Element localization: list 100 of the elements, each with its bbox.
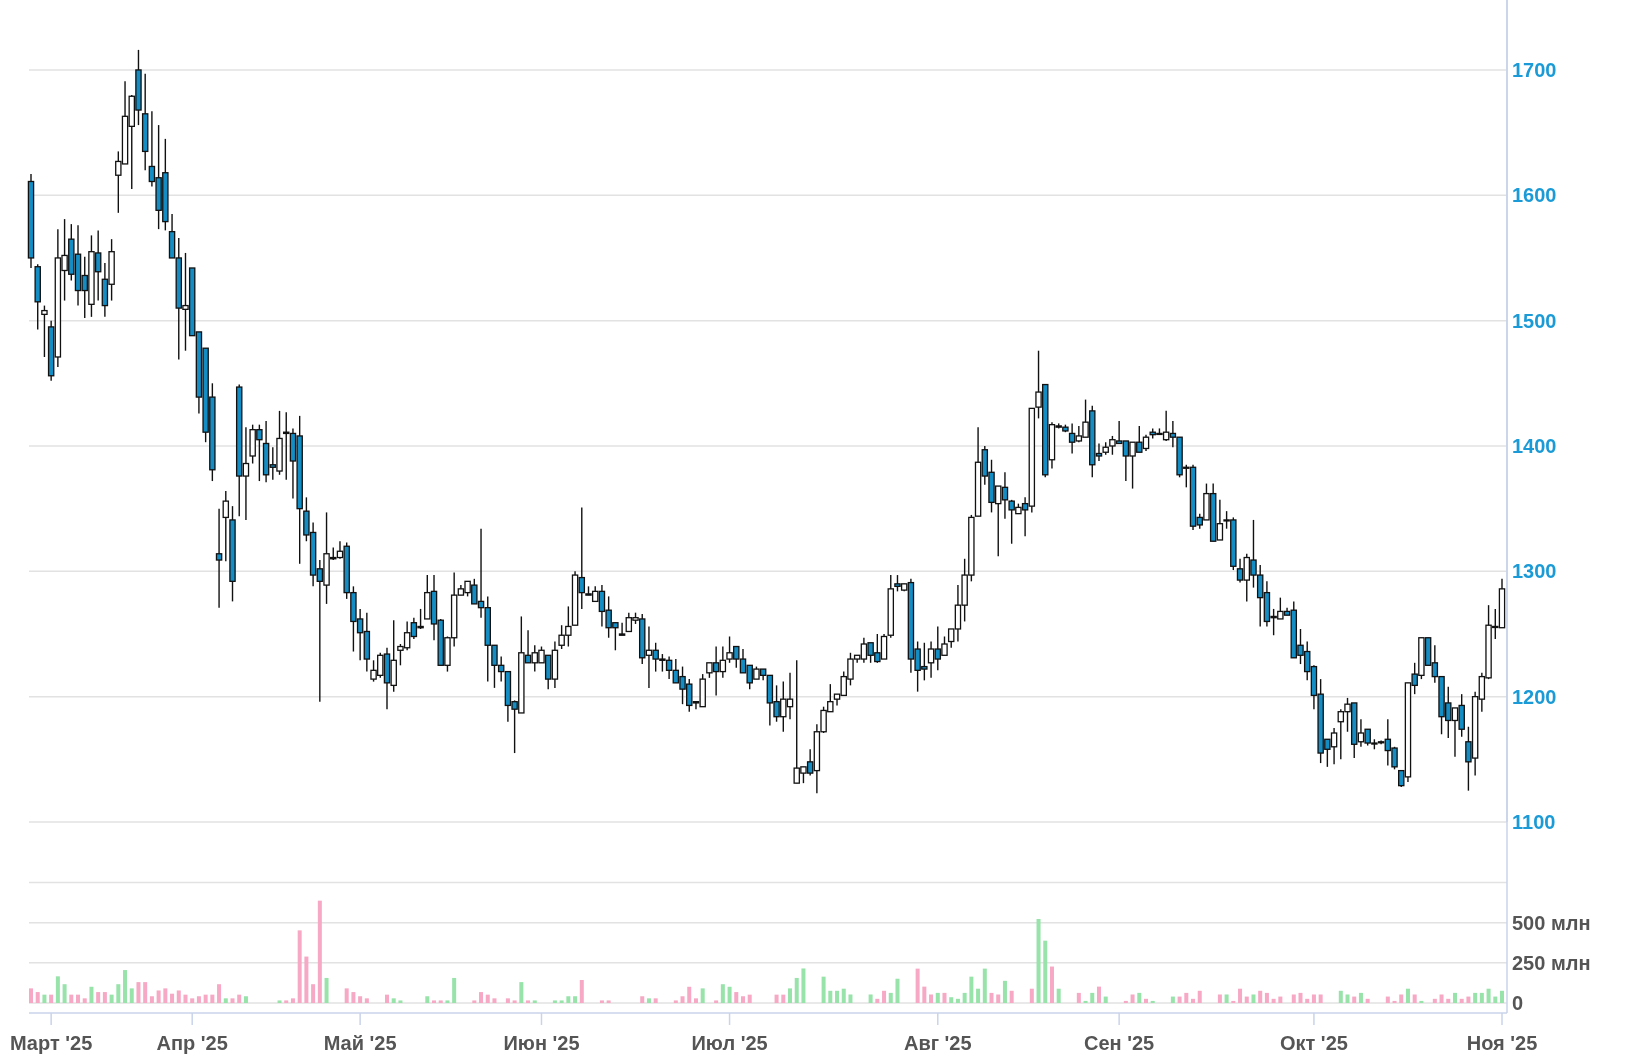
bar (875, 998, 880, 1003)
x-tick-label: Июл '25 (691, 1032, 768, 1054)
bar (579, 980, 584, 1003)
y-tick-label: 1200 (1512, 685, 1557, 708)
bar (1238, 988, 1243, 1003)
bar (1305, 998, 1310, 1003)
x-tick-label: Ноя '25 (1466, 1032, 1538, 1054)
bar (129, 988, 134, 1003)
bar (116, 984, 121, 1003)
bar (284, 1000, 289, 1003)
bar (599, 1000, 604, 1003)
bar (888, 992, 893, 1003)
bar (955, 998, 960, 1003)
bar (1419, 1000, 1424, 1003)
bar (781, 994, 786, 1003)
x-tick-label: Июн '25 (503, 1032, 580, 1054)
bar (915, 968, 920, 1003)
bar (344, 988, 349, 1003)
bar (1096, 986, 1101, 1003)
bar (472, 1000, 477, 1003)
x-tick-label: Сен '25 (1084, 1032, 1155, 1054)
bar (566, 996, 571, 1003)
bar (1002, 980, 1007, 1003)
bar (532, 1000, 537, 1003)
bar (1392, 1000, 1397, 1003)
y-tick-label: 500 млн (1512, 911, 1591, 934)
bar (109, 994, 114, 1003)
bar (102, 992, 107, 1003)
bar (425, 996, 430, 1003)
bar (452, 977, 457, 1003)
bar (1264, 992, 1269, 1003)
y-tick-label: 1500 (1512, 309, 1557, 332)
bar (1244, 996, 1249, 1003)
bar (76, 994, 81, 1003)
bar (170, 993, 175, 1003)
bar (1365, 998, 1370, 1003)
bar (1177, 996, 1182, 1003)
bar (895, 978, 900, 1003)
bar (673, 1000, 678, 1003)
x-tick-label: Окт '25 (1279, 1032, 1348, 1054)
bar (297, 930, 302, 1003)
bar (210, 994, 215, 1003)
bar (223, 998, 228, 1003)
bar (734, 992, 739, 1003)
x-tick-label: Авг '25 (903, 1032, 972, 1054)
y-tick-label: 0 (1512, 992, 1524, 1014)
bar (143, 982, 148, 1003)
y-tick-label: 1300 (1512, 560, 1557, 583)
bar (432, 1000, 437, 1003)
bar (217, 984, 222, 1003)
bar (35, 992, 40, 1003)
bar (727, 986, 732, 1003)
bar (505, 998, 510, 1003)
bar (1043, 940, 1048, 1003)
bar (646, 998, 651, 1003)
bar (1103, 996, 1108, 1003)
bar (1191, 998, 1196, 1003)
bar (714, 1000, 719, 1003)
bar (1291, 994, 1296, 1003)
bar (351, 992, 356, 1003)
bar (848, 994, 853, 1003)
bar (1459, 998, 1464, 1003)
bar (290, 998, 295, 1003)
bar (801, 968, 806, 1003)
bar (868, 994, 873, 1003)
bar (996, 994, 1001, 1003)
bar (1123, 1000, 1128, 1003)
y-tick-label: 1600 (1512, 184, 1557, 207)
bar (949, 997, 954, 1003)
bar (720, 984, 725, 1003)
y-tick-label: 1400 (1512, 434, 1557, 457)
bar (935, 992, 940, 1003)
bar (687, 986, 692, 1003)
bar (700, 988, 705, 1003)
bar (969, 976, 974, 1003)
bar (1405, 988, 1410, 1003)
bar (1150, 1000, 1155, 1003)
bar (385, 994, 389, 1003)
bar (835, 990, 840, 1003)
bar (176, 990, 181, 1003)
bar (653, 998, 658, 1003)
bar (1137, 992, 1142, 1003)
bar (1197, 990, 1202, 1003)
bar (82, 998, 87, 1003)
bar (1345, 994, 1350, 1003)
bar (1076, 992, 1081, 1003)
bar (364, 998, 369, 1003)
bar (1358, 992, 1363, 1003)
bar (1224, 994, 1229, 1003)
bar (1056, 988, 1061, 1003)
bar (277, 1000, 282, 1003)
candlestick (618, 622, 626, 636)
candlestick (41, 304, 48, 358)
bar (1473, 992, 1478, 1003)
bar (1083, 1000, 1088, 1003)
bar (89, 986, 94, 1003)
bar (573, 996, 578, 1003)
bar (203, 994, 208, 1003)
bar (358, 996, 363, 1003)
bar (156, 990, 161, 1003)
